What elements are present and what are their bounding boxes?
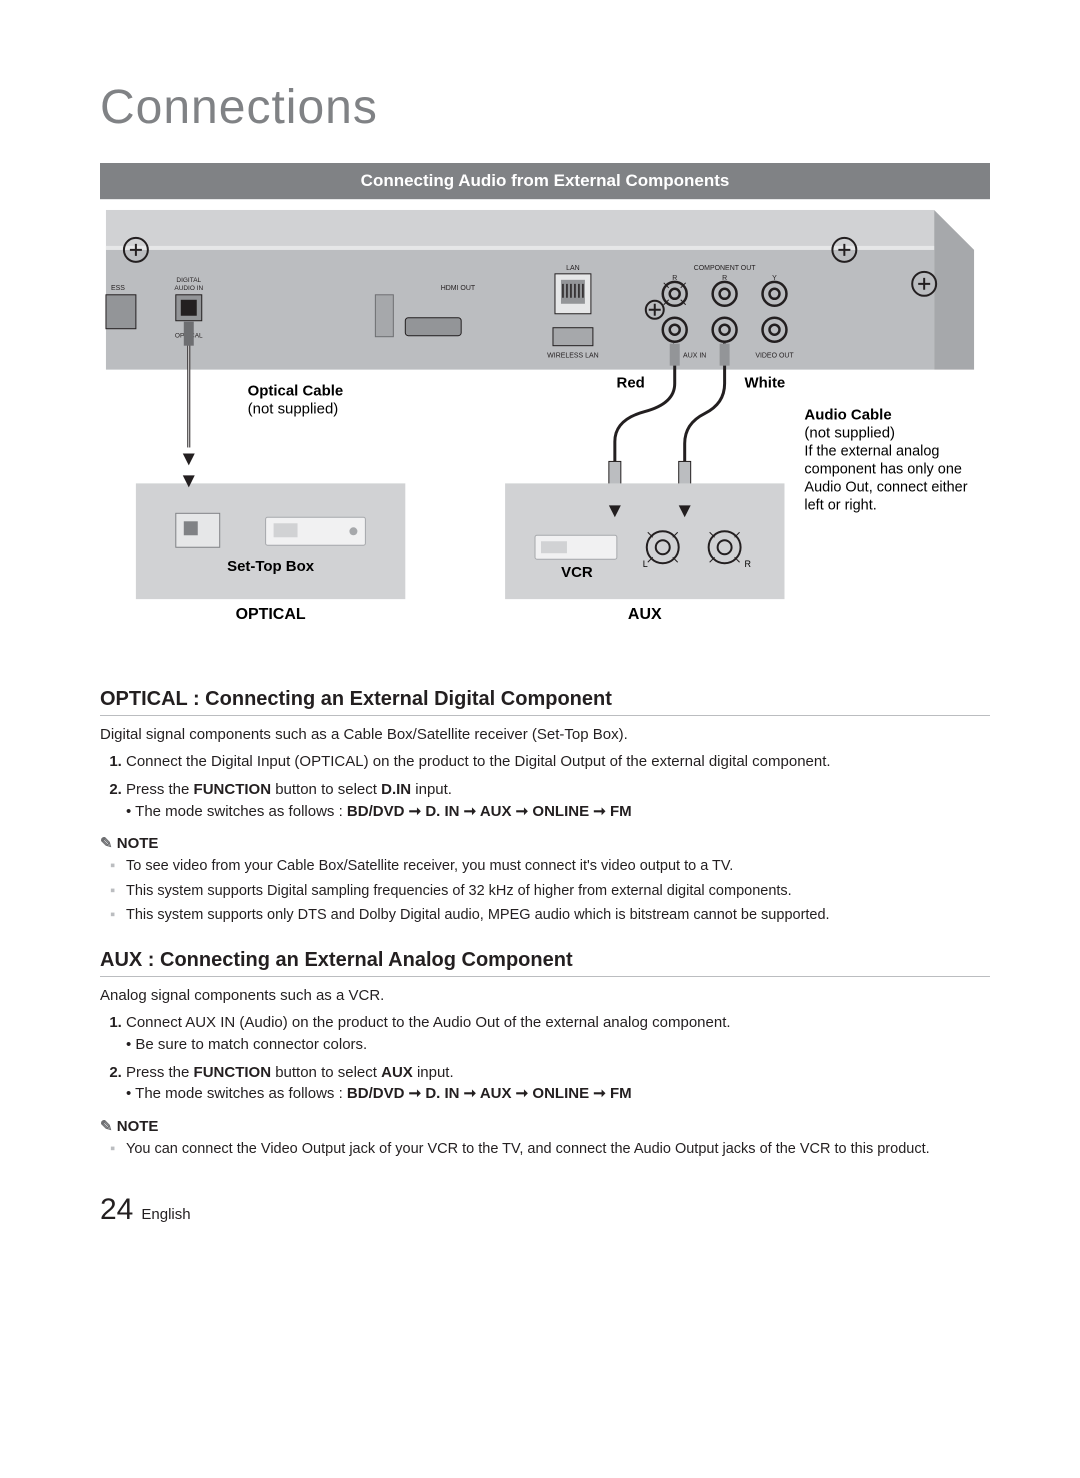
aux-intro: Analog signal components such as a VCR.	[100, 987, 990, 1004]
svg-text:Audio Out, connect either: Audio Out, connect either	[804, 479, 967, 495]
svg-text:VIDEO OUT: VIDEO OUT	[755, 353, 794, 360]
svg-text:Red: Red	[617, 375, 645, 392]
svg-text:WIRELESS LAN: WIRELESS LAN	[547, 353, 599, 360]
svg-text:Audio Cable: Audio Cable	[804, 407, 891, 424]
svg-text:If the external analog: If the external analog	[804, 443, 939, 459]
aux-steps: Connect AUX IN (Audio) on the product to…	[126, 1012, 990, 1105]
svg-text:HDMI OUT: HDMI OUT	[441, 285, 476, 292]
optical-notes: To see video from your Cable Box/Satelli…	[126, 856, 990, 925]
aux-notes: You can connect the Video Output jack of…	[126, 1139, 990, 1159]
optical-heading: OPTICAL : Connecting an External Digital…	[100, 688, 990, 716]
optical-note-label: NOTE	[100, 834, 990, 852]
svg-text:L: L	[643, 559, 648, 569]
aux-note-label: NOTE	[100, 1117, 990, 1135]
page-lang: English	[141, 1206, 190, 1223]
svg-text:ESS: ESS	[111, 285, 125, 292]
svg-text:(not supplied): (not supplied)	[248, 401, 339, 418]
optical-steps: Connect the Digital Input (OPTICAL) on t…	[126, 751, 990, 822]
aux-step2: Press the FUNCTION button to select AUX …	[126, 1062, 990, 1106]
optical-step2-sub: The mode switches as follows : BD/DVD ➞ …	[126, 801, 990, 823]
section-banner: Connecting Audio from External Component…	[100, 163, 990, 199]
svg-text:VCR: VCR	[561, 564, 593, 581]
page-footer: 24 English	[100, 1193, 990, 1227]
svg-text:(not supplied): (not supplied)	[804, 424, 895, 441]
svg-text:AUX IN: AUX IN	[683, 353, 706, 360]
svg-text:White: White	[745, 375, 786, 392]
svg-text:LAN: LAN	[566, 265, 580, 272]
optical-intro: Digital signal components such as a Cabl…	[100, 726, 990, 743]
svg-text:DIGITAL: DIGITAL	[176, 277, 201, 284]
optical-step2: Press the FUNCTION button to select D.IN…	[126, 779, 990, 823]
optical-note-3: This system supports only DTS and Dolby …	[126, 905, 990, 925]
svg-text:AUX: AUX	[628, 606, 662, 623]
svg-text:component has only one: component has only one	[804, 461, 962, 477]
page-number: 24	[100, 1193, 133, 1227]
aux-heading: AUX : Connecting an External Analog Comp…	[100, 949, 990, 977]
svg-text:R: R	[745, 559, 752, 569]
svg-text:OPTICAL: OPTICAL	[236, 606, 306, 623]
aux-step1-sub: Be sure to match connector colors.	[126, 1034, 990, 1056]
aux-note-1: You can connect the Video Output jack of…	[126, 1139, 990, 1159]
svg-text:COMPONENT OUT: COMPONENT OUT	[694, 265, 757, 272]
page-title: Connections	[100, 80, 990, 135]
svg-text:AUDIO IN: AUDIO IN	[174, 285, 203, 292]
svg-text:Optical Cable: Optical Cable	[248, 383, 344, 400]
optical-note-2: This system supports Digital sampling fr…	[126, 881, 990, 901]
optical-note-1: To see video from your Cable Box/Satelli…	[126, 856, 990, 876]
aux-step2-sub: The mode switches as follows : BD/DVD ➞ …	[126, 1083, 990, 1105]
optical-step1: Connect the Digital Input (OPTICAL) on t…	[126, 751, 990, 773]
aux-step1: Connect AUX IN (Audio) on the product to…	[126, 1012, 990, 1056]
svg-text:Set-Top Box: Set-Top Box	[227, 558, 315, 575]
svg-text:left or right.: left or right.	[804, 497, 876, 513]
connection-diagram: ESS DIGITAL AUDIO IN OPTICAL HDMI OUT LA…	[100, 199, 990, 659]
